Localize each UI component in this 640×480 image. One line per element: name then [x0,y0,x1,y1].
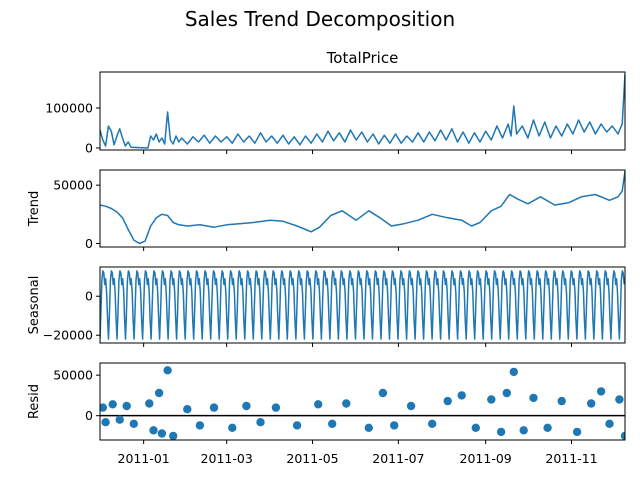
y-tick-label: 0 [85,289,93,304]
resid-point [149,426,158,435]
resid-point [502,388,511,398]
resid-point [314,400,323,409]
panel-frame [99,266,626,344]
y-axis-label: Seasonal [27,276,42,335]
series-line [100,171,625,245]
resid-point [101,418,110,427]
series-line [100,270,625,340]
resid-point [169,431,178,440]
y-tick-label: −20000 [43,328,93,343]
figure-title: Sales Trend Decomposition [185,7,455,31]
panel-frame [99,71,626,151]
panel-2: Trend 0 50000 [27,169,626,251]
y-tick-label: 50000 [53,368,93,383]
resid-point [509,367,518,377]
x-tick-label: 2011-03 [201,451,253,466]
resid-point [529,393,538,403]
resid-point [406,401,416,411]
panel-title: TotalPrice [326,49,399,67]
resid-point [428,419,437,428]
y-tick-label: 50000 [53,178,93,193]
resid-point [115,415,124,424]
y-axis-label: Resid [27,384,42,419]
x-axis: 2011-01 2011-03 2011-05 2011-07 2011-09 2011-… [118,451,598,466]
resid-point [471,423,480,432]
resid-point [271,403,281,412]
y-tick-label: 0 [85,408,93,423]
resid-point [122,401,131,411]
resid-point [157,429,167,438]
resid-point [457,391,466,400]
x-tick-label: 2011-01 [118,451,170,466]
y-tick-label: 0 [85,236,93,251]
resid-point [572,427,582,437]
series-line [100,73,625,149]
resid-point [596,387,606,396]
resid-point [364,423,373,432]
resid-point [390,421,399,430]
resid-point [615,395,624,404]
resid-point [242,401,251,411]
resid-point [129,419,138,428]
resid-point [543,423,552,432]
y-tick-label: 100000 [45,101,93,116]
panel-frame [99,169,626,248]
resid-point [487,395,496,404]
resid-point [620,431,625,440]
resid-point [496,427,506,437]
panel-frame [99,362,626,441]
resid-point [292,421,302,430]
resid-point [163,366,172,375]
resid-point [328,419,337,428]
resid-point [108,400,117,409]
x-tick-label: 2011-05 [286,451,338,466]
resid-point [100,403,107,412]
panels: TotalPrice 0 100000 Trend 0 50000 Seasonal 0 −20… [27,49,626,444]
x-tick-label: 2011-11 [545,451,597,466]
y-tick-label: 0 [85,141,93,156]
resid-point [587,399,596,408]
x-tick-label: 2011-09 [460,451,512,466]
resid-point [605,419,614,428]
x-tick-label: 2011-07 [372,451,424,466]
panel-3: Seasonal 0 −20000 [27,266,626,347]
panel-1: TotalPrice 0 100000 [45,49,626,156]
resid-point [378,388,388,398]
y-axis-label: Trend [27,191,42,228]
resid-point [342,399,351,408]
resid-point [256,418,265,427]
resid-point [154,388,164,398]
resid-point [183,405,192,414]
resid-point [145,399,154,408]
resid-point [519,426,528,435]
resid-point [228,423,237,432]
panel-4: Resid 0 50000 [27,362,626,444]
resid-point [195,421,205,430]
resid-point [209,403,219,412]
resid-point [557,396,566,406]
resid-point [443,396,452,406]
